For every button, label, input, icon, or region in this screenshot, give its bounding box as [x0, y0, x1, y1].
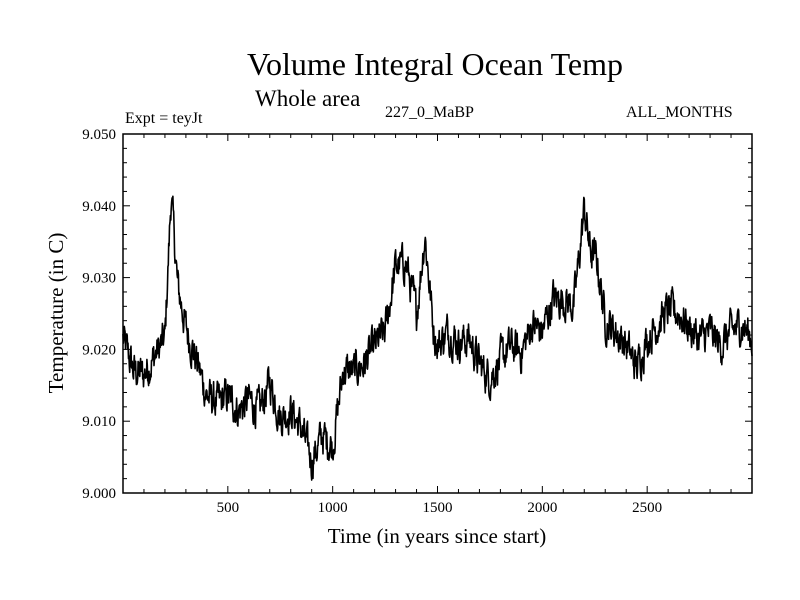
y-tick-label: 9.020: [82, 342, 116, 358]
x-tick-label: 1500: [423, 500, 453, 516]
y-tick-label: 9.010: [82, 414, 116, 430]
y-tick-label: 9.050: [82, 127, 116, 143]
series-group: [122, 195, 753, 481]
plot-frame: [122, 133, 753, 494]
months-label: ALL_MONTHS: [626, 104, 733, 121]
axis-ticks: 500 1000 1500 2000 2500 9.000 9.010 9.020 9.030 9…: [82, 127, 752, 516]
y-axis-label: Temperature (in C): [44, 233, 68, 394]
x-tick-label: 1000: [318, 500, 348, 516]
x-tick-label: 2000: [527, 500, 557, 516]
y-tick-label: 9.000: [82, 486, 116, 502]
period-label: 227_0_MaBP: [385, 104, 474, 121]
chart-title: Volume Integral Ocean Temp: [246, 46, 623, 82]
y-tick-label: 9.040: [82, 199, 116, 215]
y-tick-label: 9.030: [82, 271, 116, 287]
x-tick-label: 500: [217, 500, 240, 516]
experiment-label: Expt = teyJt: [125, 110, 203, 127]
x-axis-label: Time (in years since start): [328, 524, 547, 548]
x-tick-label: 2500: [632, 500, 662, 516]
series-line: [122, 195, 753, 481]
chart-subtitle: Whole area: [255, 86, 361, 111]
